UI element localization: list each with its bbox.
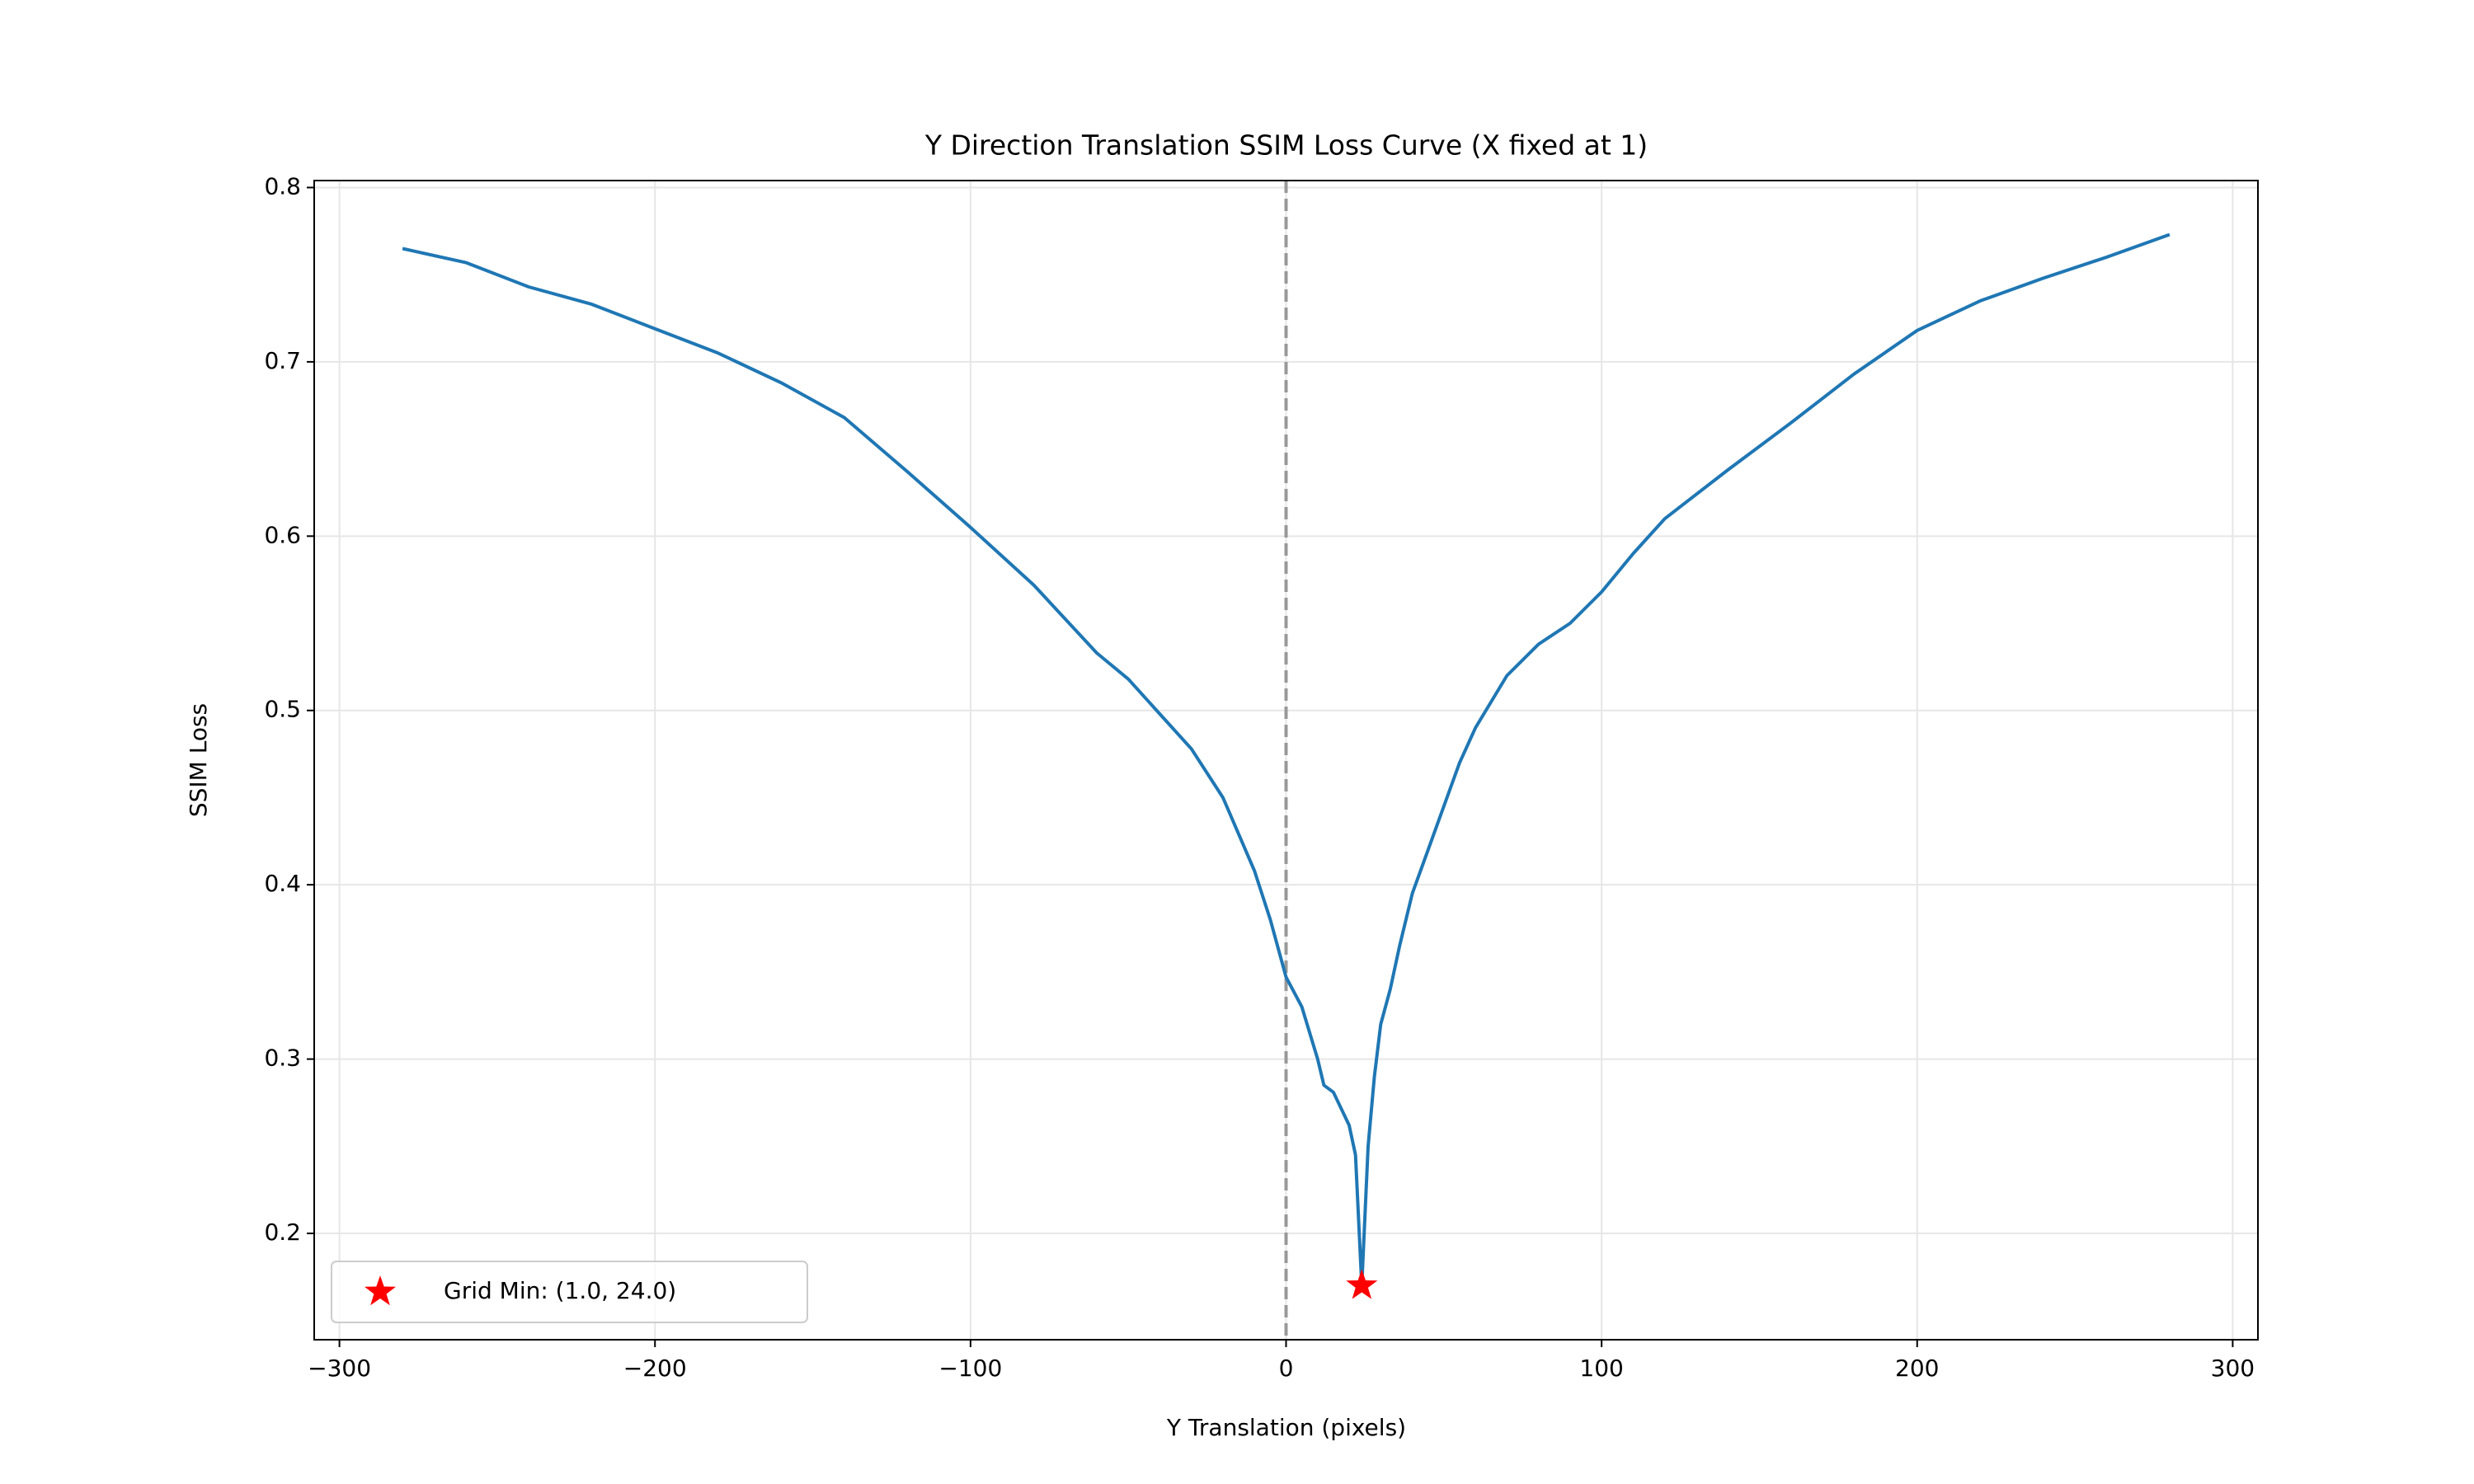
- x-tick-label: 300: [2211, 1355, 2255, 1382]
- legend-box: [331, 1261, 808, 1323]
- chart-title: Y Direction Translation SSIM Loss Curve …: [924, 129, 1648, 162]
- x-axis-label: Y Translation (pixels): [1166, 1414, 1406, 1441]
- y-tick-label: 0.2: [264, 1219, 301, 1246]
- x-tick-label: 100: [1579, 1355, 1623, 1382]
- x-tick-label: 200: [1895, 1355, 1939, 1382]
- x-tick-label: −300: [308, 1355, 371, 1382]
- y-tick-label: 0.7: [264, 347, 301, 374]
- y-axis-label: SSIM Loss: [185, 703, 212, 817]
- legend-marker: [365, 1275, 396, 1306]
- y-tick-label: 0.8: [264, 172, 301, 200]
- plot-frame: [313, 180, 2259, 1341]
- legend-label: Grid Min: (1.0, 24.0): [444, 1277, 676, 1304]
- min-marker: [1346, 1269, 1378, 1299]
- y-tick-label: 0.5: [264, 696, 301, 723]
- x-tick-label: −200: [623, 1355, 687, 1382]
- loss-line: [402, 232, 2171, 1288]
- x-tick-label: 0: [1279, 1355, 1294, 1382]
- y-tick-label: 0.6: [264, 521, 301, 548]
- x-tick-label: −100: [938, 1355, 1002, 1382]
- y-tick-label: 0.3: [264, 1045, 301, 1072]
- y-tick-label: 0.4: [264, 870, 301, 897]
